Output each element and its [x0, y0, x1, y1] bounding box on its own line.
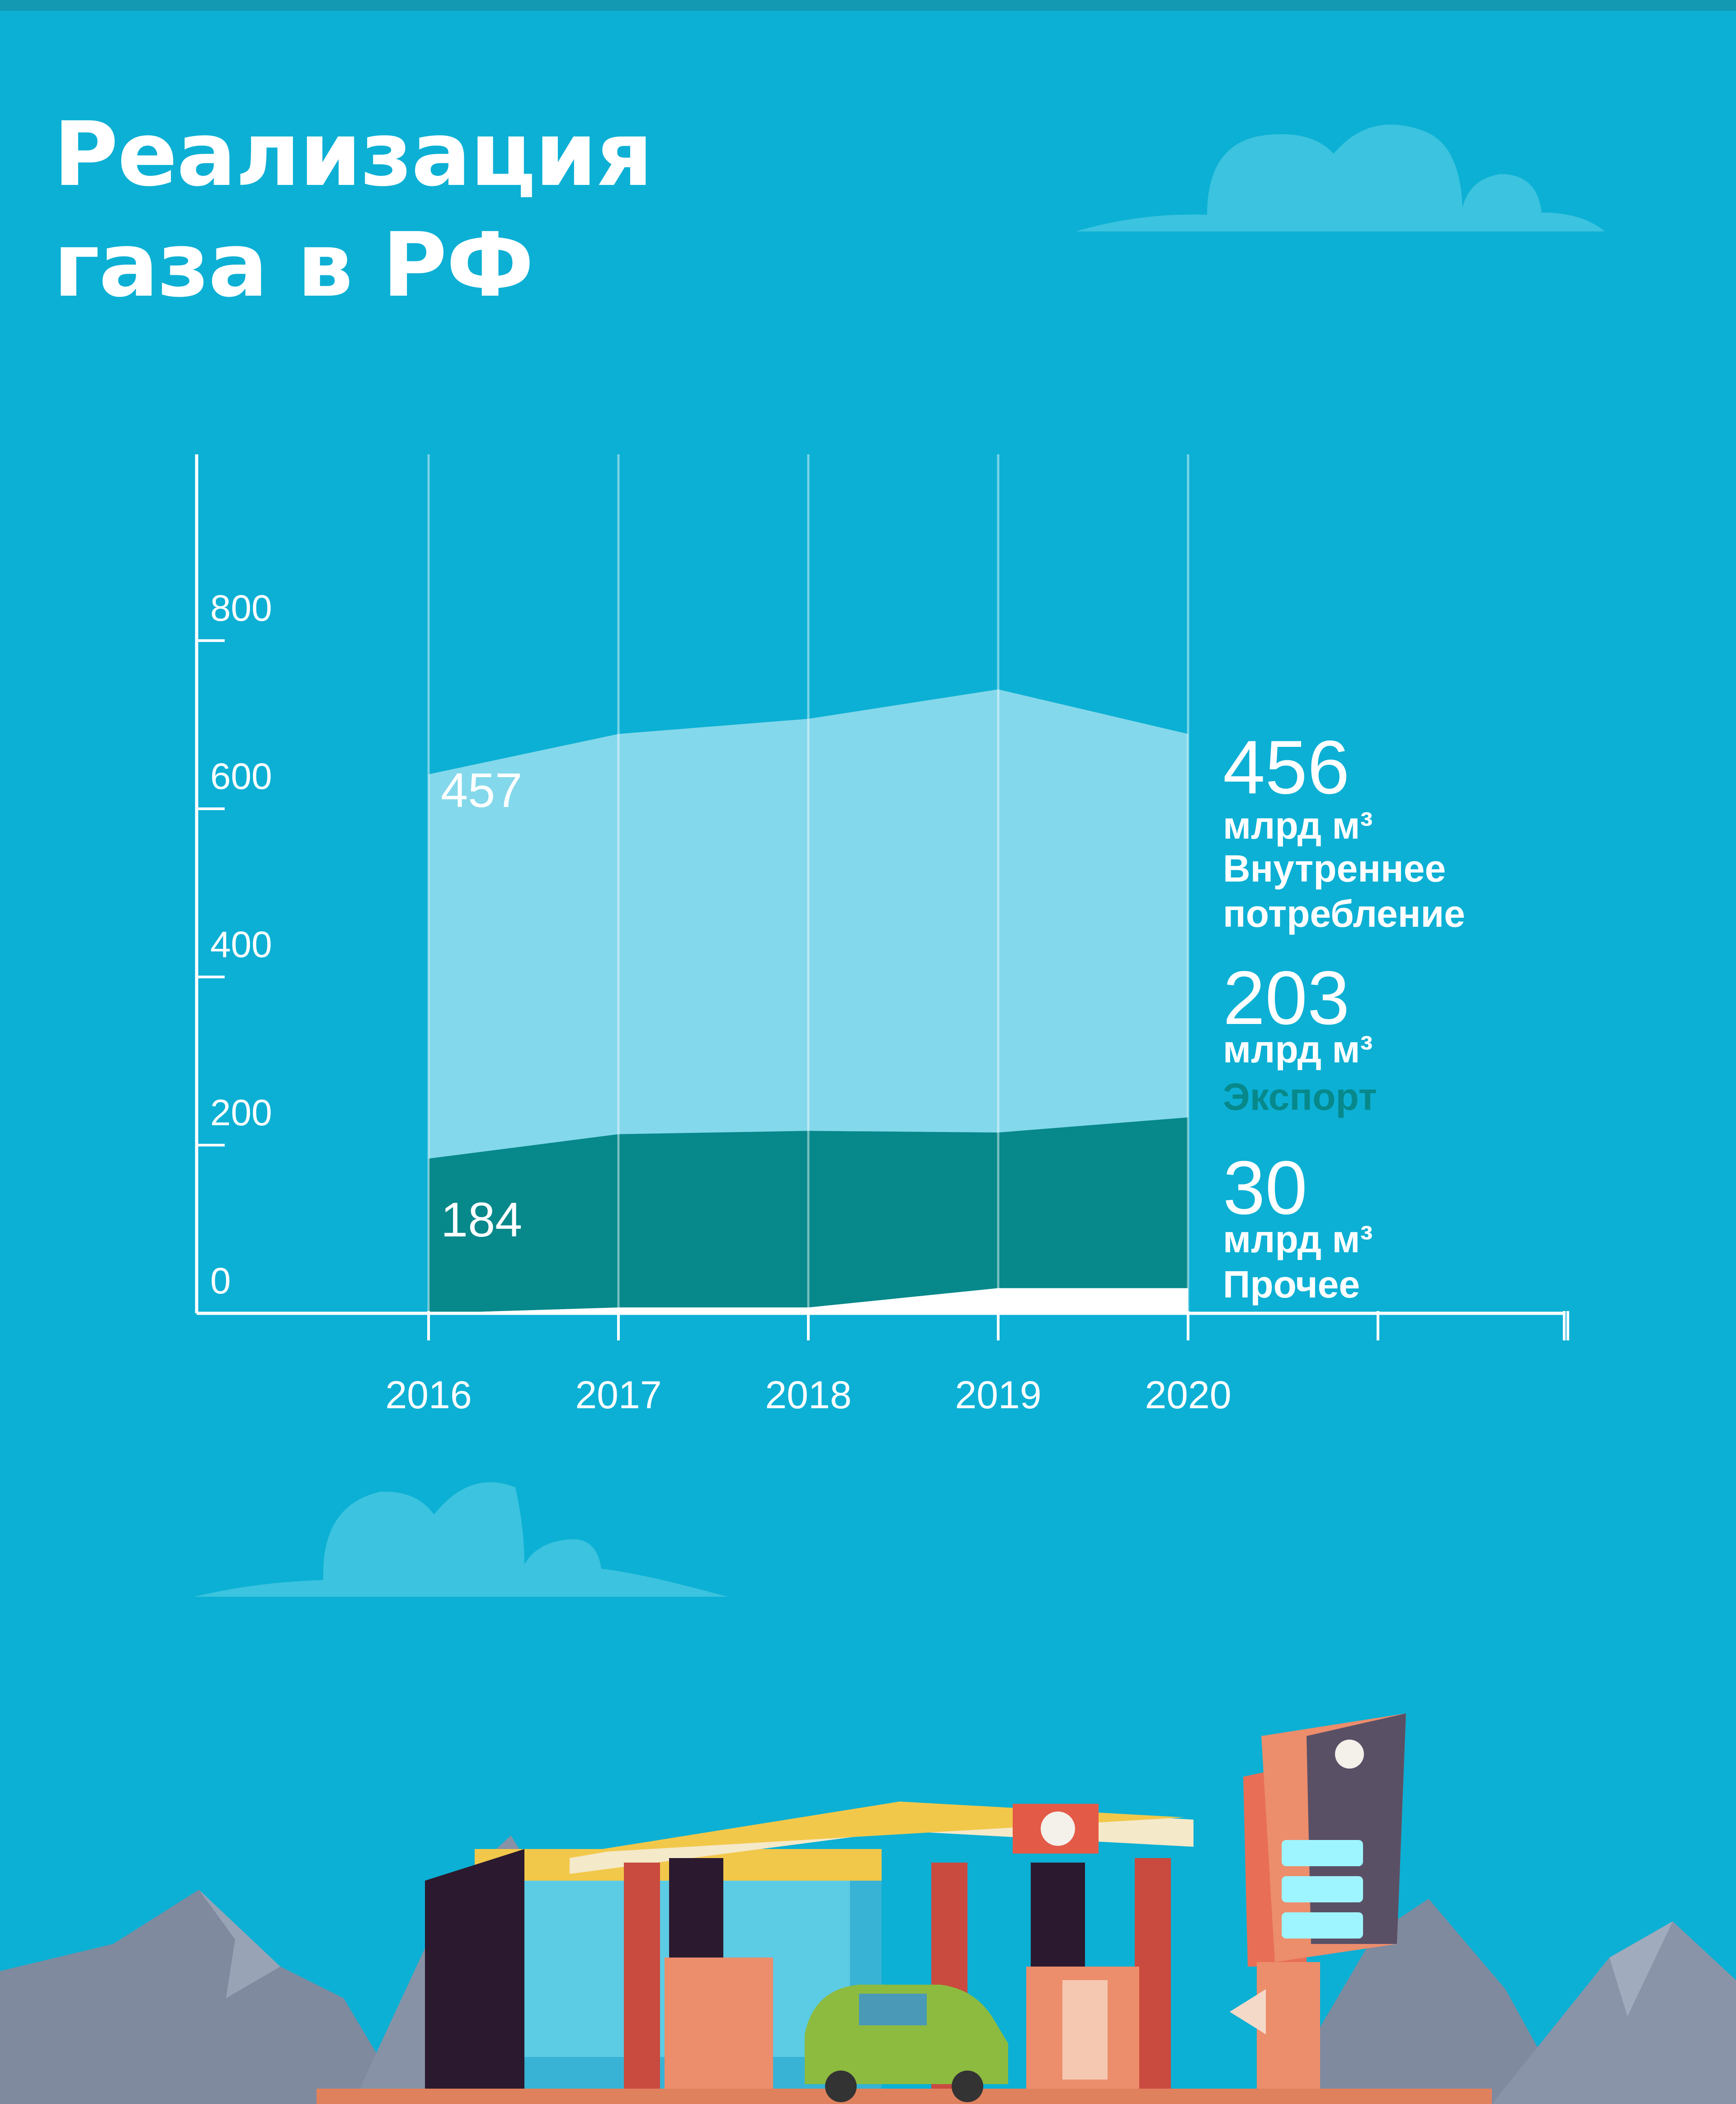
summary-name-2: Прочее: [1223, 1263, 1360, 1306]
chart-areas: [429, 689, 1188, 1313]
summary-name-1: Экспорт: [1223, 1076, 1377, 1118]
y-tick-labels: 0 200 400 600 800: [210, 588, 272, 1302]
summary-value-2: 30: [1223, 1145, 1307, 1230]
page-title: Реализация газа в РФ: [53, 99, 653, 321]
area-series-1: [429, 1117, 1188, 1313]
summary-unit-0: млрд м³: [1223, 804, 1373, 847]
chart-axes: [195, 454, 1569, 1340]
data-label-1: 184: [441, 1192, 522, 1247]
title-line-1: Реализация: [53, 103, 653, 206]
x-tick-label-3: 2019: [955, 1373, 1041, 1417]
y-tick-label-3: 600: [210, 756, 272, 797]
cloud-top-right: [1076, 124, 1605, 231]
y-tick-label-2: 400: [210, 924, 272, 965]
summary-name-0: Внутреннее: [1223, 847, 1446, 890]
summary-name2-0: потребление: [1223, 892, 1465, 935]
summary-value-1: 203: [1223, 955, 1349, 1040]
summary-value-0: 456: [1223, 725, 1349, 810]
title-line-2: газа в РФ: [53, 214, 534, 317]
x-tick-label-1: 2017: [575, 1373, 661, 1417]
y-tick-label-1: 200: [210, 1092, 272, 1133]
gas-station-illustration: [0, 1713, 1736, 2104]
area-series-2: [429, 689, 1188, 1159]
data-labels: 457 184: [441, 763, 522, 1247]
top-bar: [0, 0, 1736, 11]
area-chart: 0 200 400 600 800 2016 2017 2018 2019 2020 457 18…: [195, 454, 1569, 1417]
x-tick-label-2: 2018: [765, 1373, 851, 1417]
summary-unit-2: млрд м³: [1223, 1218, 1373, 1260]
y-tick-label-0: 0: [210, 1260, 231, 1302]
chart-grid: [427, 454, 1189, 1313]
y-tick-label-4: 800: [210, 588, 272, 629]
area-series-0: [429, 1288, 1188, 1313]
x-tick-label-0: 2016: [385, 1373, 472, 1417]
cloud-bottom-left: [194, 1482, 728, 1597]
x-tick-label-4: 2020: [1145, 1373, 1231, 1417]
summary-unit-1: млрд м³: [1223, 1028, 1373, 1071]
data-label-0: 457: [441, 763, 522, 817]
x-tick-labels: 2016 2017 2018 2019 2020: [385, 1373, 1231, 1417]
